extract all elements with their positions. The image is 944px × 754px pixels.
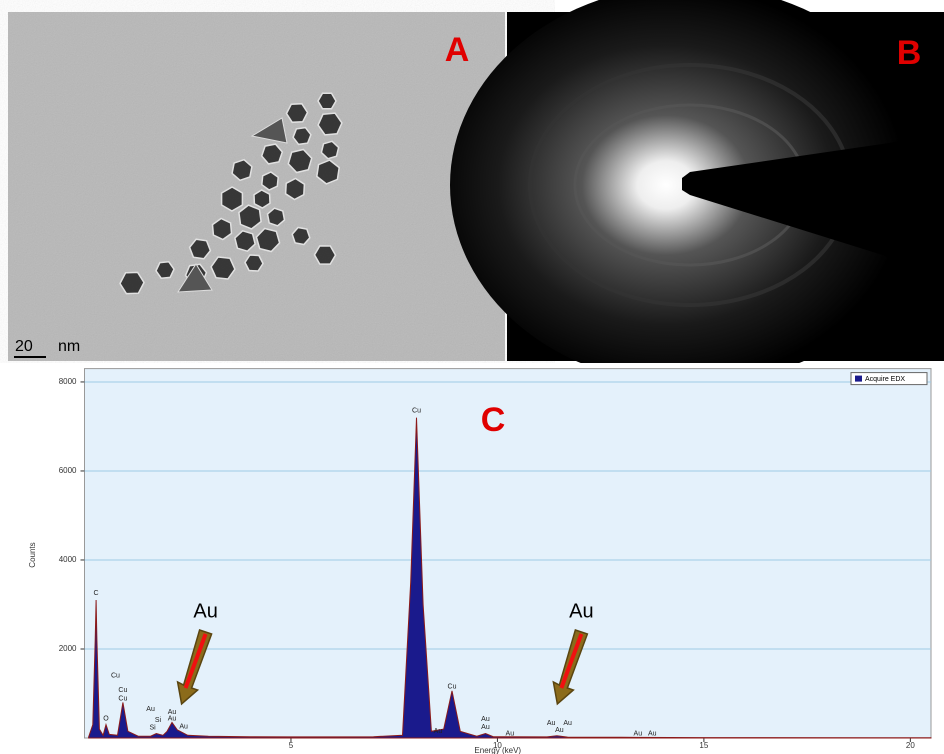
peak-label: Au xyxy=(506,730,515,737)
y-tick-label: 2000 xyxy=(59,644,77,653)
peak-label: Au xyxy=(168,716,177,723)
panel-label: B xyxy=(897,34,922,72)
x-axis-label: Energy (keV) xyxy=(474,746,521,754)
particle xyxy=(188,238,212,260)
legend-box xyxy=(850,372,928,386)
particle xyxy=(260,143,284,165)
peak-label: Cu xyxy=(111,673,120,680)
particle xyxy=(234,229,256,253)
legend-swatch xyxy=(855,375,862,382)
y-axis-label: Counts xyxy=(28,542,37,567)
x-tick-label: 5 xyxy=(289,741,294,750)
particle xyxy=(238,204,262,230)
callout-label: Au xyxy=(193,600,217,622)
peak-label: O xyxy=(103,716,109,723)
peak-label: Au xyxy=(146,706,155,713)
particle xyxy=(177,263,213,293)
x-tick-label: 10 xyxy=(493,741,502,750)
particle xyxy=(315,159,341,185)
panel-c: 2000 4000 6000 8000 5 10 15 20 Energy (keV) Count… xyxy=(0,363,944,754)
particle xyxy=(255,227,281,253)
particle xyxy=(155,261,175,279)
peak-label: Si xyxy=(155,717,162,724)
y-tick-label: 8000 xyxy=(59,377,77,386)
peak-label: Cu xyxy=(412,408,421,415)
arrow-core xyxy=(559,633,584,689)
peak-label: Au xyxy=(179,724,188,731)
peak-label: Au xyxy=(481,716,490,723)
nanoparticles xyxy=(119,92,343,295)
particle xyxy=(250,117,288,144)
beam-stop xyxy=(682,135,944,262)
peak-label: Au xyxy=(481,724,490,731)
particle xyxy=(291,226,311,246)
particle xyxy=(266,207,286,227)
y-tick-label: 6000 xyxy=(59,466,77,475)
particle xyxy=(317,112,343,136)
peak-label: Cu xyxy=(118,687,127,694)
panel-b: B xyxy=(450,0,944,385)
particle xyxy=(317,92,337,110)
particle xyxy=(284,177,306,201)
legend-label: Acquire EDX xyxy=(865,376,905,383)
particle xyxy=(313,245,337,265)
panel-a: A 20 nm xyxy=(8,12,505,361)
arrow-core xyxy=(183,633,208,689)
particle xyxy=(119,271,145,295)
particle xyxy=(244,254,264,272)
peak-label: Au xyxy=(555,727,564,734)
particle xyxy=(253,189,271,209)
particle xyxy=(287,148,313,174)
particle xyxy=(231,158,253,182)
particle xyxy=(285,102,309,124)
panel-label: A xyxy=(445,31,470,69)
particle xyxy=(211,217,233,241)
plot-area xyxy=(84,368,932,739)
peak-label: Au xyxy=(547,720,556,727)
peak-label: Au xyxy=(648,730,657,737)
particle xyxy=(261,171,279,191)
scale-bar-unit: nm xyxy=(58,338,80,355)
peak-label: Au xyxy=(434,728,443,735)
x-tick-label: 15 xyxy=(699,741,708,750)
peak-label: Au xyxy=(634,730,643,737)
particle xyxy=(210,256,236,280)
peak-label: C xyxy=(94,590,99,597)
scale-bar-number: 20 xyxy=(15,338,33,355)
peak-label: Cu xyxy=(448,684,457,691)
callout-label: Au xyxy=(569,600,593,622)
peak-label: Cu xyxy=(118,696,127,703)
y-tick-label: 4000 xyxy=(59,555,77,564)
particle xyxy=(320,140,340,160)
particle xyxy=(292,126,312,146)
x-tick-label: 20 xyxy=(906,741,915,750)
peak-label: Au xyxy=(563,720,572,727)
peak-label: Au xyxy=(168,709,177,716)
peak-label: Si xyxy=(150,725,157,732)
spectrum xyxy=(88,417,932,739)
particle xyxy=(220,186,244,212)
panel-label: C xyxy=(481,401,506,439)
tem-noise xyxy=(8,12,505,361)
